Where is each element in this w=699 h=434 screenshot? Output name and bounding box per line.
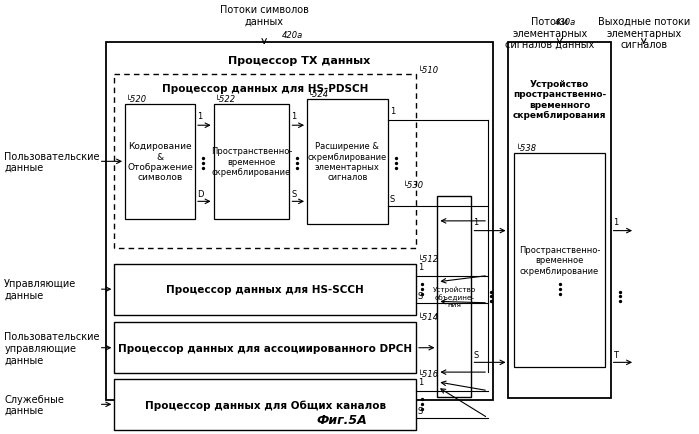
Text: S: S [418,291,423,300]
Bar [307,100,388,224]
Text: 430a: 430a [555,18,576,26]
Text: D: D [197,190,203,199]
Bar [106,43,493,401]
Text: Устройство
пространственно-
временного
скремблирования: Устройство пространственно- временного с… [513,79,606,120]
Text: Фиг.5A: Фиг.5A [317,413,368,426]
Text: Процессор данных для Общих каналов: Процессор данных для Общих каналов [145,399,386,410]
Text: 1: 1 [291,112,296,121]
Text: Пространственно-
временное
скремблирование: Пространственно- временное скремблирован… [211,147,292,177]
Text: Устройство
объедине-
ния: Устройство объедине- ния [433,286,476,308]
Text: 1: 1 [418,377,423,386]
Text: Процессор данных для HS-PDSCH: Процессор данных для HS-PDSCH [162,84,368,94]
Text: └520: └520 [126,95,147,104]
Text: 1: 1 [390,107,395,116]
Text: S: S [390,195,395,204]
Bar [115,379,416,430]
Bar [125,105,195,220]
Text: Выходные потоки
элементарных
сигналов: Выходные потоки элементарных сигналов [598,17,690,50]
Text: Кодирование
&
Отображение
символов: Кодирование & Отображение символов [127,142,193,182]
Text: S: S [418,406,423,415]
Bar [214,105,289,220]
Text: 1: 1 [473,217,479,226]
Text: 1: 1 [418,262,423,271]
Text: Потоки символов
данных: Потоки символов данных [219,5,309,26]
Text: 1: 1 [197,112,202,121]
Text: 1: 1 [612,217,618,226]
Text: Пользовательские
данные: Пользовательские данные [4,151,100,173]
Text: └514: └514 [418,312,439,322]
Text: Служебные
данные: Служебные данные [4,394,64,415]
Text: └510: └510 [418,66,439,74]
Text: Процессор данных для HS-SCCH: Процессор данных для HS-SCCH [166,285,364,295]
Bar [115,322,416,373]
Text: Пользовательские
управляющие
данные: Пользовательские управляющие данные [4,331,100,365]
Text: Потоки
элементарных
сигналов данных: Потоки элементарных сигналов данных [505,17,594,50]
Text: └516: └516 [418,369,439,378]
Text: 420a: 420a [282,31,303,40]
Text: Расширение &
скремблирование
элементарных
сигналов: Расширение & скремблирование элементарны… [308,142,387,182]
Text: └524: └524 [308,90,329,99]
Text: └522: └522 [215,95,236,104]
Text: S: S [291,190,296,199]
Bar [514,153,605,368]
Text: T: T [612,351,618,360]
Bar [438,197,472,397]
Bar [115,76,416,249]
Text: └538: └538 [517,143,538,152]
Text: S: S [473,351,479,360]
Text: └530: └530 [403,180,424,189]
Text: └512: └512 [418,254,439,263]
Bar [115,264,416,315]
Bar [508,43,611,398]
Text: Процессор данных для ассоциированного DPCH: Процессор данных для ассоциированного DP… [118,343,412,353]
Text: Управляющие
данные: Управляющие данные [4,279,77,300]
Text: Процессор TX данных: Процессор TX данных [228,56,370,66]
Text: Пространственно-
временное
скремблирование: Пространственно- временное скремблирован… [519,245,600,275]
